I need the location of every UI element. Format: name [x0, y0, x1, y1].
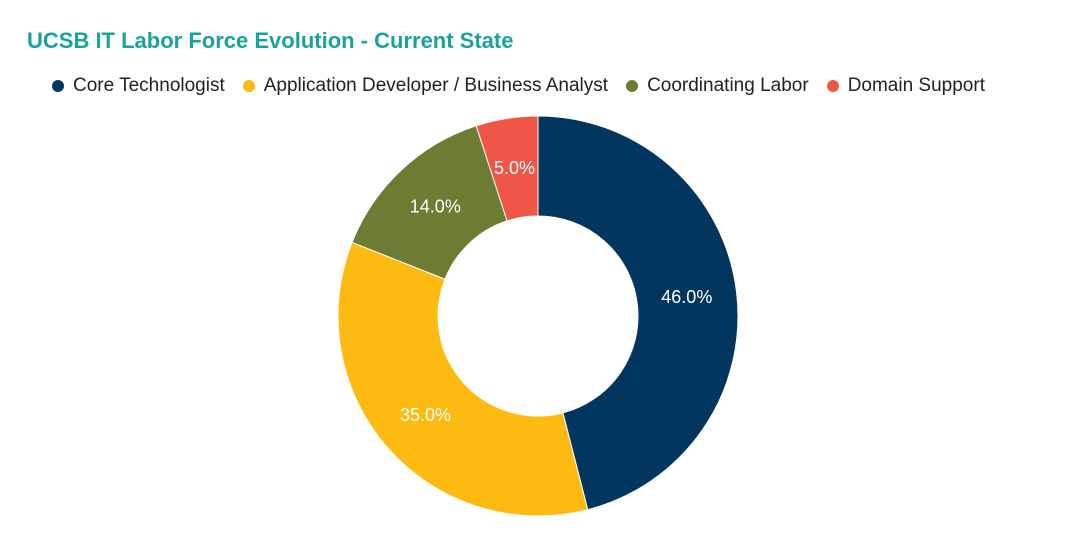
legend-swatch — [626, 80, 639, 92]
slice-label-coordinating-labor: 14.0% — [410, 197, 461, 217]
legend-label: Application Developer / Business Analyst — [263, 75, 609, 96]
legend-label: Core Technologist — [73, 75, 225, 96]
slice-label-core-technologist: 46.0% — [661, 287, 712, 307]
slice-label-domain-support: 5.0% — [494, 158, 535, 178]
legend-item-core-technologist[interactable]: Core Technologist — [52, 75, 225, 97]
chart-legend: Core Technologist Application Developer … — [52, 75, 1003, 97]
slice-core-technologist[interactable] — [537, 115, 739, 511]
legend-swatch — [826, 80, 839, 92]
slice-application-developer-business-analyst[interactable] — [337, 241, 589, 517]
chart-title: UCSB IT Labor Force Evolution - Current … — [27, 28, 514, 53]
legend-item-coordinating-labor[interactable]: Coordinating Labor — [626, 75, 809, 97]
slice-label-application-developer-business-analyst: 35.0% — [400, 405, 451, 425]
legend-item-domain-support[interactable]: Domain Support — [826, 75, 985, 97]
legend-swatch — [52, 80, 64, 92]
legend-swatch — [242, 80, 255, 92]
legend-item-application-developer[interactable]: Application Developer / Business Analyst — [242, 75, 609, 97]
legend-label: Domain Support — [847, 75, 985, 96]
slice-domain-support[interactable] — [475, 115, 539, 222]
legend-label: Coordinating Labor — [647, 75, 809, 96]
